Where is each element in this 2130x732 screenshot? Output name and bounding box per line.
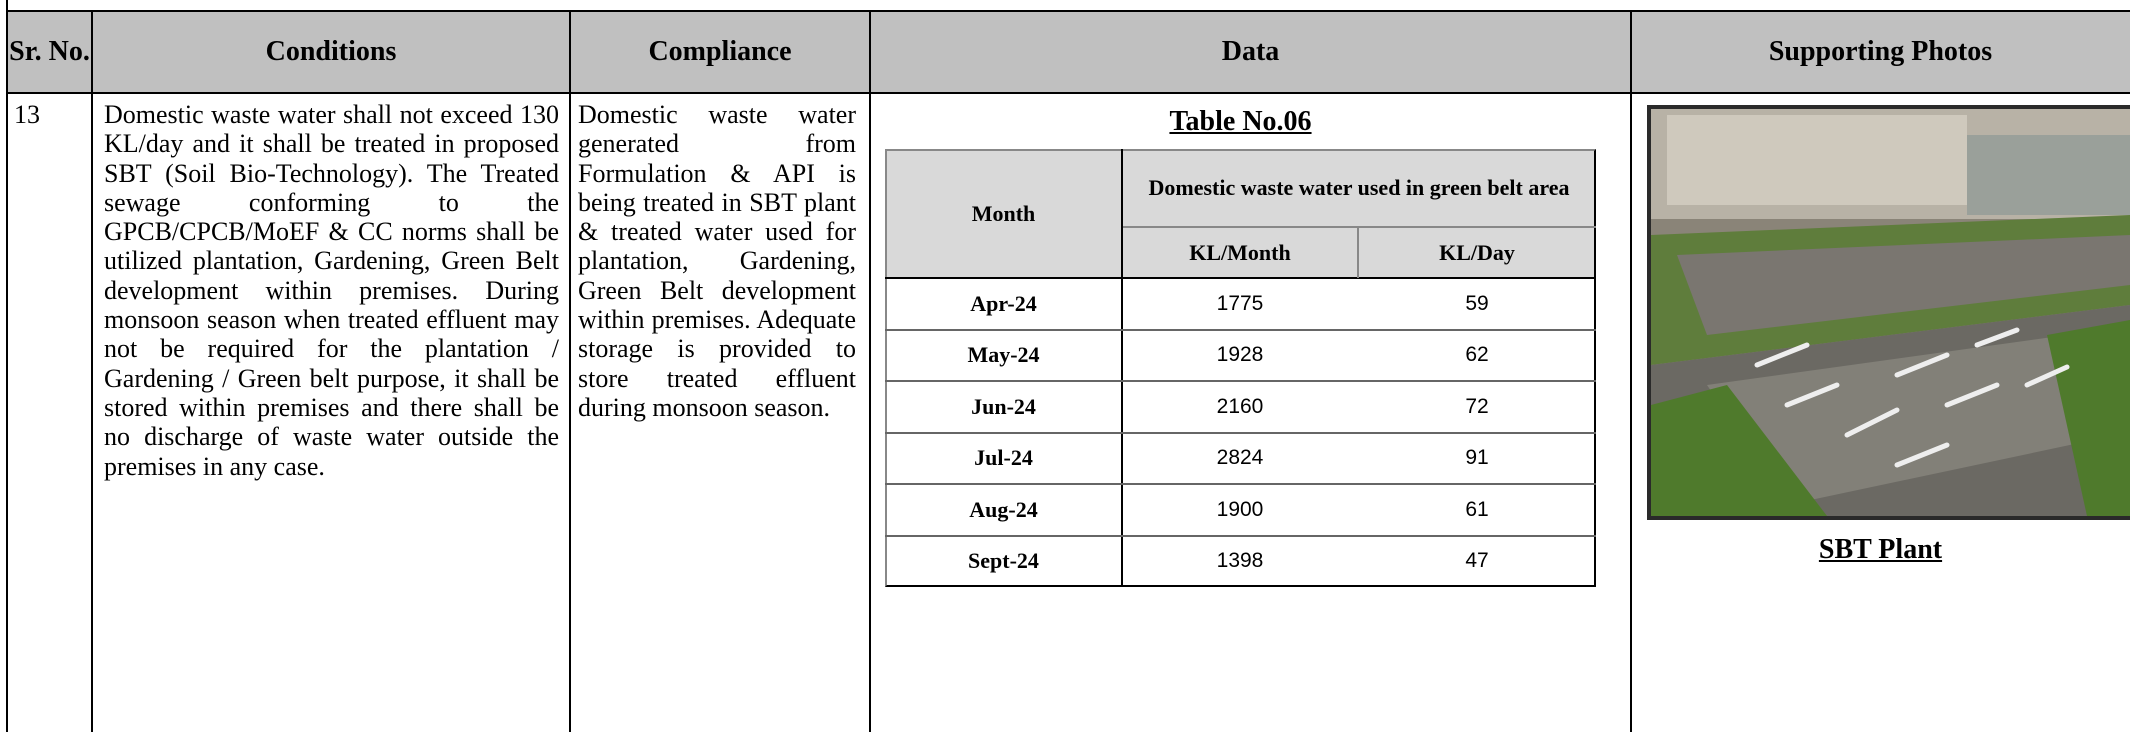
value-cell: 1900 [1122, 484, 1358, 536]
value-cell: 2160 [1122, 381, 1358, 433]
rule [885, 329, 1596, 331]
rule [1630, 10, 1632, 732]
table-title: Table No.06 [885, 106, 1596, 138]
value-cell: 59 [1358, 278, 1596, 330]
month-cell: Aug-24 [885, 484, 1122, 536]
month-cell: Jun-24 [885, 381, 1122, 433]
month-cell: May-24 [885, 330, 1122, 382]
value-cell: 61 [1358, 484, 1596, 536]
header-cell: Compliance [570, 11, 870, 92]
data-table: Month Domestic waste water used in green… [885, 149, 1596, 587]
value-cell: 1775 [1122, 278, 1358, 330]
value-cell: 72 [1358, 381, 1596, 433]
rule [885, 432, 1596, 434]
rule [569, 10, 571, 732]
value-cell: 2824 [1122, 433, 1358, 485]
rule [885, 380, 1596, 382]
value-cell: 62 [1358, 330, 1596, 382]
rule [885, 483, 1596, 485]
compliance-text: Domestic waste water generated from Form… [578, 100, 856, 422]
value-cell: 47 [1358, 536, 1596, 588]
rule [1122, 226, 1596, 228]
rule [885, 535, 1596, 537]
value-cell: 91 [1358, 433, 1596, 485]
conditions-text: Domestic waste water shall not exceed 13… [104, 100, 559, 481]
document: Sr. No. Conditions Compliance Data Suppo… [0, 0, 2130, 732]
rule [6, 10, 2130, 12]
page: Sr. No. Conditions Compliance Data Suppo… [0, 0, 2130, 732]
rule [1357, 227, 1359, 278]
photo-caption: SBT Plant [1631, 534, 2130, 566]
rule [91, 10, 93, 732]
month-cell: Sept-24 [885, 536, 1122, 588]
month-cell: Jul-24 [885, 433, 1122, 485]
header-cell: Supporting Photos [1631, 11, 2130, 92]
rule [6, 0, 8, 732]
value-cell: 1928 [1122, 330, 1358, 382]
header-cell: Conditions [92, 11, 570, 92]
sr-no: 13 [14, 100, 84, 129]
rule [869, 10, 871, 732]
header-cell: Data [870, 11, 1631, 92]
photo [1647, 105, 2130, 520]
month-cell: Apr-24 [885, 278, 1122, 330]
value-cell: 1398 [1122, 536, 1358, 588]
header-cell: Sr. No. [7, 11, 92, 92]
rule [6, 92, 2130, 94]
